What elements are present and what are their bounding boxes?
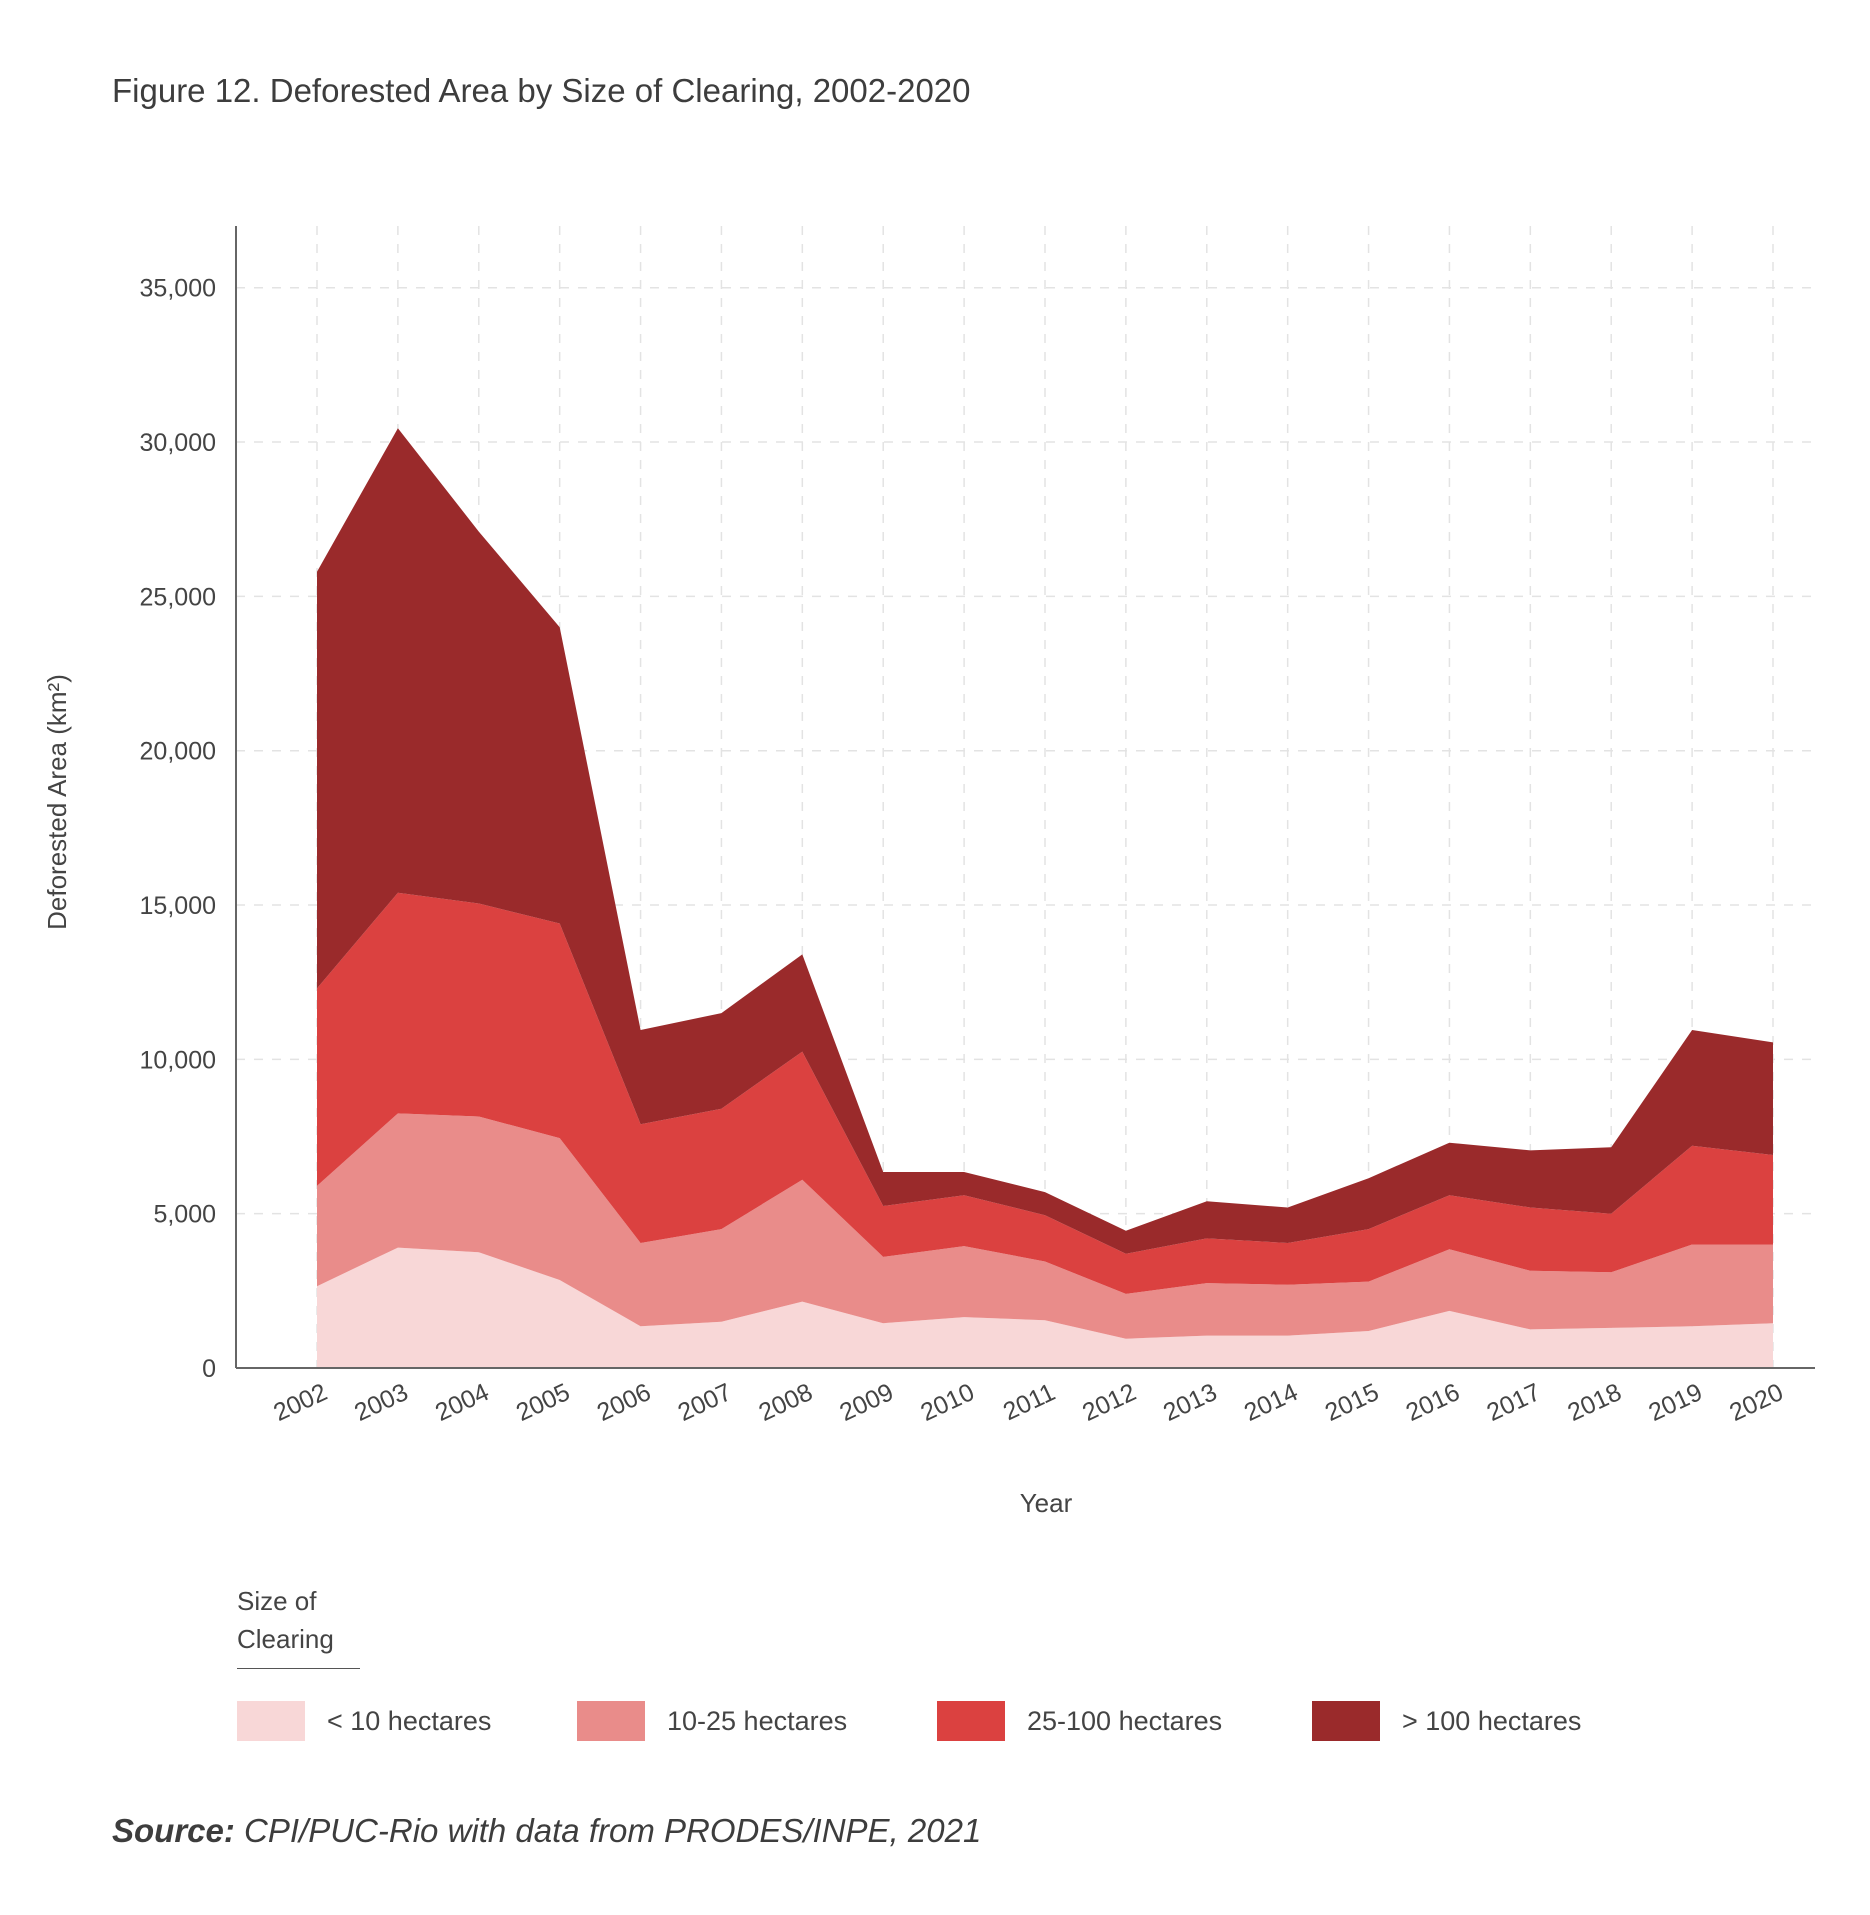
x-tick-label: 2019 [1644,1378,1706,1427]
x-tick-label: 2009 [836,1378,898,1427]
x-tick-label: 2002 [269,1378,331,1427]
legend-item-gt100: > 100 hectares [1312,1701,1581,1741]
source-note: Source: CPI/PUC-Rio with data from PRODE… [112,1812,981,1850]
x-axis-title: Year [1020,1488,1073,1518]
x-tick-label: 2011 [999,1378,1060,1426]
legend-item-25-100: 25-100 hectares [937,1701,1222,1741]
area-series-2 [317,1113,1773,1339]
x-tick-label: 2018 [1564,1378,1626,1427]
area-series [317,428,1773,1368]
x-tick-label: 2016 [1402,1378,1464,1427]
axes [235,226,1815,1369]
y-tick-label: 30,000 [140,429,216,457]
x-tick-label: 2007 [674,1378,736,1427]
y-tick-label: 20,000 [140,738,216,766]
y-tick-label: 10,000 [140,1046,216,1074]
y-tick-label: 15,000 [140,892,216,920]
x-tick-label: 2003 [350,1378,412,1427]
source-label: Source: [112,1812,235,1849]
legend-swatch-gt100 [1312,1701,1380,1741]
y-tick-label: 5,000 [153,1201,216,1229]
legend-label: < 10 hectares [327,1705,492,1736]
legend-title: Size of Clearing [237,1586,334,1654]
chart-title: Figure 12. Deforested Area by Size of Cl… [112,72,971,109]
legend-swatch-25-100 [937,1701,1005,1741]
x-tick-label: 2012 [1078,1378,1140,1427]
x-tick-label: 2008 [755,1378,817,1427]
area-series-3 [317,892,1773,1294]
x-tick-label: 2017 [1483,1378,1545,1427]
y-axis-title: Deforested Area (km²) [42,674,72,930]
legend-swatch-10-25 [577,1701,645,1741]
x-tick-label: 2014 [1240,1378,1302,1427]
x-tick-label: 2020 [1725,1378,1787,1427]
area-series-4 [317,428,1773,1254]
x-tick-label: 2006 [593,1378,655,1427]
x-tick-labels: 2002 2003 2004 2005 2006 2007 2008 2009 2010 2011… [269,1378,1787,1427]
area-series-1 [317,1247,1773,1368]
legend-swatch-lt10 [237,1701,305,1741]
legend-item-lt10: < 10 hectares [237,1701,491,1741]
y-tick-label: 35,000 [140,275,216,303]
y-tick-labels: 0 5,000 10,000 15,000 20,000 25,000 30,000 35,0… [140,275,216,1383]
stacked-area-chart: 0 5,000 10,000 15,000 20,000 25,000 30,000 35,0… [42,226,1815,1518]
x-tick-label: 2015 [1321,1378,1383,1427]
x-tick-label: 2005 [512,1378,574,1427]
legend-divider [237,1668,360,1669]
legend-label: 25-100 hectares [1027,1705,1223,1736]
legend-label: > 100 hectares [1402,1705,1582,1736]
y-tick-label: 0 [202,1355,216,1383]
x-tick-label: 2004 [431,1378,493,1427]
x-tick-label: 2013 [1159,1378,1221,1427]
legend-label: 10-25 hectares [667,1705,848,1736]
y-tick-label: 25,000 [140,583,216,611]
x-tick-label: 2010 [916,1378,978,1427]
legend-item-10-25: 10-25 hectares [577,1701,847,1741]
source-text: CPI/PUC-Rio with data from PRODES/INPE, … [244,1812,982,1849]
